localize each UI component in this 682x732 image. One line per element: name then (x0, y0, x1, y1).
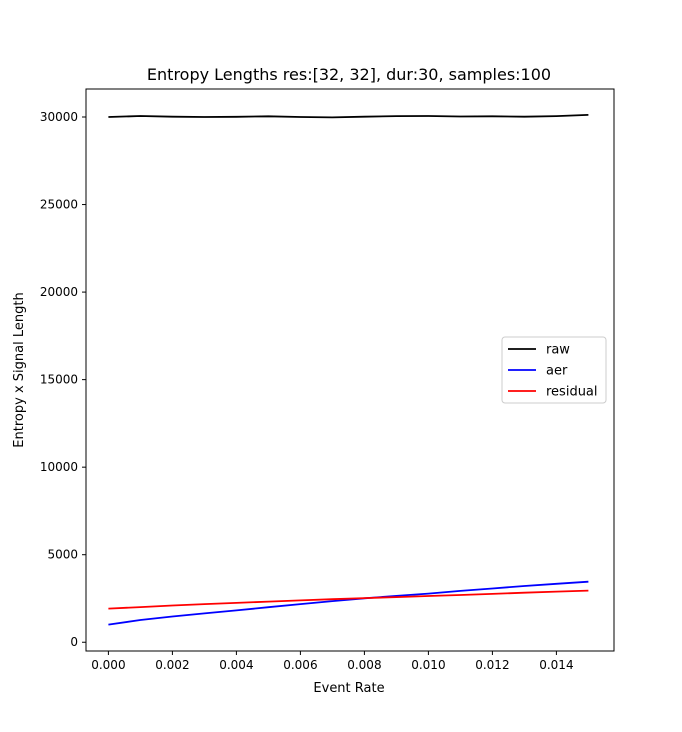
y-tick-label: 20000 (40, 285, 78, 299)
x-tick-label: 0.014 (539, 658, 573, 672)
x-tick-label: 0.012 (475, 658, 509, 672)
y-axis-label: Entropy x Signal Length (12, 292, 27, 447)
chart-title: Entropy Lengths res:[32, 32], dur:30, sa… (147, 65, 551, 84)
x-tick-label: 0.010 (411, 658, 445, 672)
x-tick-label: 0.004 (219, 658, 253, 672)
x-axis-label: Event Rate (313, 681, 384, 696)
y-tick-label: 0 (70, 635, 78, 649)
x-tick-label: 0.008 (347, 658, 381, 672)
legend-frame (501, 336, 607, 404)
legend-label-raw: raw (546, 343, 570, 358)
y-tick-label: 25000 (40, 198, 78, 212)
legend: raw aer residual (501, 336, 607, 404)
series-line-residual (108, 589, 589, 610)
series-line-raw (108, 114, 589, 119)
x-axis: 0.000 0.002 0.004 0.006 0.008 0.010 0.012 0.014 (91, 651, 574, 672)
series-line-aer (108, 580, 589, 626)
x-tick-label: 0.006 (283, 658, 317, 672)
y-tick-label: 5000 (47, 548, 78, 562)
y-tick-label: 30000 (40, 110, 78, 124)
legend-label-residual: residual (546, 385, 598, 400)
x-tick-label: 0.000 (91, 658, 125, 672)
plot-area (85, 88, 615, 652)
y-tick-label: 15000 (40, 373, 78, 387)
y-axis: 0 5000 10000 15000 20000 25000 30000 (40, 110, 86, 649)
plot-frame (85, 88, 615, 652)
legend-label-aer: aer (546, 364, 568, 379)
x-tick-label: 0.002 (155, 658, 189, 672)
y-tick-label: 10000 (40, 460, 78, 474)
